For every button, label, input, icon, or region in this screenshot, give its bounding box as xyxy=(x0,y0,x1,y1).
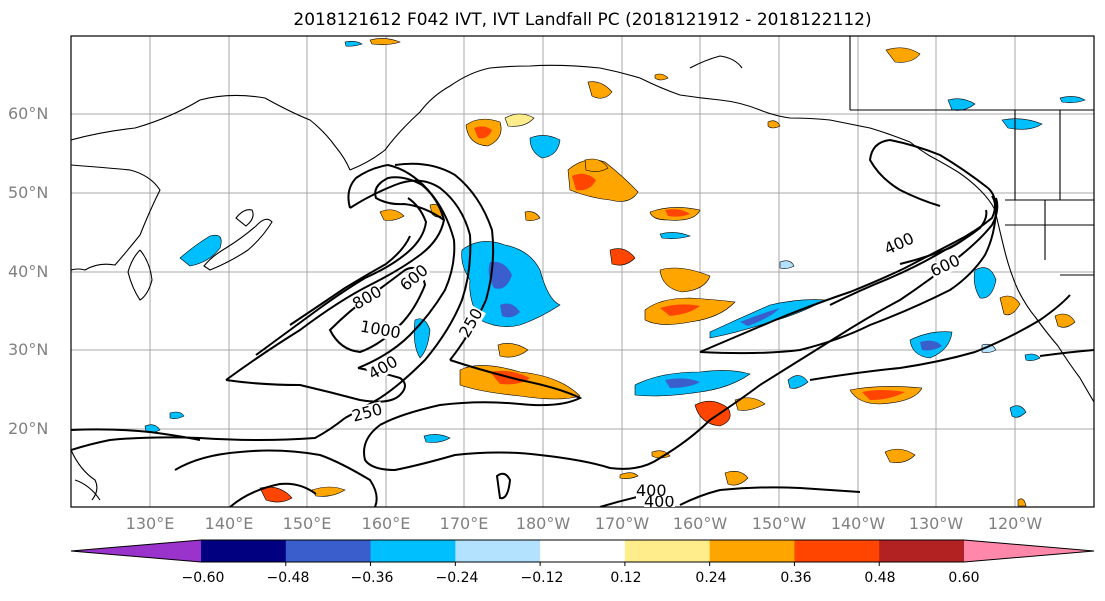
lon-label: 180°W xyxy=(515,514,571,533)
colorbar-segment xyxy=(709,540,795,562)
lon-label: 150°W xyxy=(751,514,807,533)
lon-label: 130°E xyxy=(125,514,175,533)
colorbar-tick-label: 0.12 xyxy=(610,570,642,586)
lat-label: 60°N xyxy=(8,104,49,123)
lat-label: 40°N xyxy=(8,262,49,281)
colorbar-segments xyxy=(70,539,1095,566)
colorbar-extend-min xyxy=(71,540,201,562)
contour-label: 400 xyxy=(644,496,675,507)
contour-label: 400 xyxy=(636,481,667,500)
lon-label: 140°W xyxy=(830,514,886,533)
map-frame xyxy=(70,35,1095,508)
lon-label: 150°E xyxy=(282,514,332,533)
lat-label: 50°N xyxy=(8,183,49,202)
lon-label: 140°E xyxy=(204,514,254,533)
lon-label: 160°E xyxy=(361,514,411,533)
colorbar-segment xyxy=(879,540,965,562)
colorbar-tick-label: 0.24 xyxy=(695,570,727,586)
colorbar-tick-label: −0.36 xyxy=(350,570,394,586)
colorbar-tick-label: −0.12 xyxy=(520,570,564,586)
colorbar-segment xyxy=(540,540,626,562)
colorbar-segment xyxy=(624,540,711,562)
colorbar-outline xyxy=(70,539,1095,563)
colorbar-tick-label: 0.48 xyxy=(864,570,896,586)
lon-label: 170°E xyxy=(439,514,489,533)
figure-title: 2018121612 F042 IVT, IVT Landfall PC (20… xyxy=(293,10,872,30)
lon-label: 130°W xyxy=(908,514,964,533)
colorbar-extend-max xyxy=(964,540,1094,562)
lat-label: 30°N xyxy=(8,340,49,359)
colorbar-segment xyxy=(285,540,372,562)
lat-label: 20°N xyxy=(8,419,49,438)
colorbar-tick-label: −0.48 xyxy=(266,570,310,586)
colorbar-tick-label: −0.60 xyxy=(181,570,225,586)
coastlines xyxy=(71,36,1094,501)
colorbar-segment xyxy=(201,540,287,562)
lon-label: 160°W xyxy=(672,514,728,533)
colorbar-segment xyxy=(455,540,541,562)
colorbar-tick-label: 0.60 xyxy=(948,570,980,586)
colorbar-tick-label: −0.24 xyxy=(435,570,479,586)
colorbar-segment xyxy=(370,540,456,562)
lon-label: 120°W xyxy=(987,514,1043,533)
ivt-contours xyxy=(71,138,1094,507)
negative-pc-patches xyxy=(144,41,1086,443)
positive-pc-patches xyxy=(259,38,1076,507)
lon-label: 170°W xyxy=(594,514,650,533)
colorbar-tick-label: 0.36 xyxy=(780,570,812,586)
colorbar-segment xyxy=(794,540,880,562)
